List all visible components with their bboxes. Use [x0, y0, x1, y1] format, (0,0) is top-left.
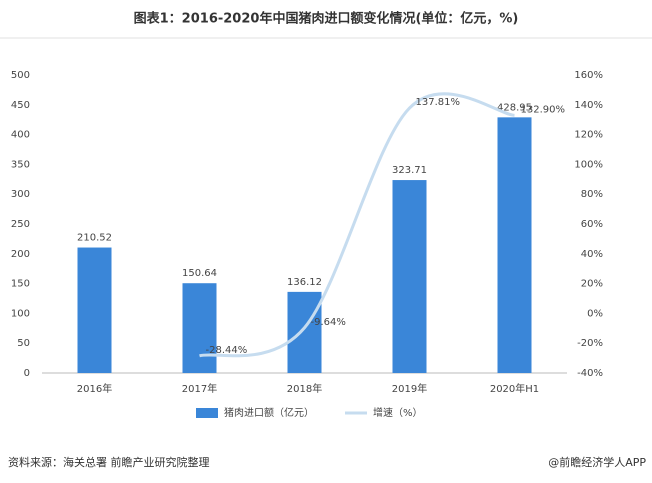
x-tick-label: 2016年	[77, 382, 112, 395]
y-tick-label: 100	[11, 308, 30, 319]
y2-tick-label: 80%	[581, 189, 603, 200]
line-value-label: 132.90%	[521, 104, 566, 115]
bar	[182, 283, 217, 373]
x-tick-label: 2017年	[182, 382, 217, 395]
bar-value-label: 428.95	[497, 102, 532, 113]
bar-value-label: 323.71	[392, 165, 427, 176]
y-tick-label: 200	[11, 249, 30, 260]
growth-line	[199, 92, 515, 358]
y2-tick-label: 0%	[587, 308, 603, 319]
y2-tick-label: 60%	[581, 219, 603, 230]
bar	[287, 291, 322, 373]
y2-tick-label: -40%	[577, 368, 603, 379]
line-value-label: -28.44%	[206, 345, 248, 356]
y2-tick-label: 140%	[574, 100, 603, 111]
y-tick-label: 150	[11, 279, 30, 290]
y-tick-label: 450	[11, 100, 30, 111]
y-tick-label: 300	[11, 189, 30, 200]
credit: @前瞻经济学人APP	[548, 455, 646, 469]
bar-value-label: 210.52	[77, 233, 112, 244]
bar	[497, 117, 532, 374]
y2-tick-label: 160%	[574, 70, 603, 81]
y-tick-label: 400	[11, 130, 30, 141]
legend-swatch	[196, 408, 218, 418]
chart-title: 图表1：2016-2020年中国猪肉进口额变化情况(单位：亿元，%)	[134, 11, 519, 27]
y-tick-label: 0	[24, 368, 30, 379]
y-tick-label: 500	[11, 70, 30, 81]
bar-value-label: 150.64	[182, 268, 217, 279]
legend-label: 猪肉进口额（亿元）	[224, 406, 314, 419]
y2-tick-label: 100%	[574, 159, 603, 170]
y-tick-label: 250	[11, 219, 30, 230]
y2-tick-label: 20%	[581, 279, 603, 290]
x-tick-label: 2019年	[392, 382, 427, 395]
bar	[77, 247, 112, 373]
y-tick-label: 350	[11, 159, 30, 170]
legend-label: 增速（%）	[373, 406, 423, 419]
y2-tick-label: -20%	[577, 338, 603, 349]
bar	[392, 180, 427, 373]
line-value-label: 137.81%	[416, 97, 461, 108]
bar-value-label: 136.12	[287, 277, 322, 288]
y2-tick-label: 40%	[581, 249, 603, 260]
source: 资料来源：海关总署 前瞻产业研究院整理	[8, 455, 210, 469]
y2-tick-label: 120%	[574, 130, 603, 141]
x-tick-label: 2020年H1	[490, 382, 539, 395]
y-tick-label: 50	[17, 338, 30, 349]
x-tick-label: 2018年	[287, 382, 322, 395]
line-value-label: -9.64%	[311, 317, 346, 328]
